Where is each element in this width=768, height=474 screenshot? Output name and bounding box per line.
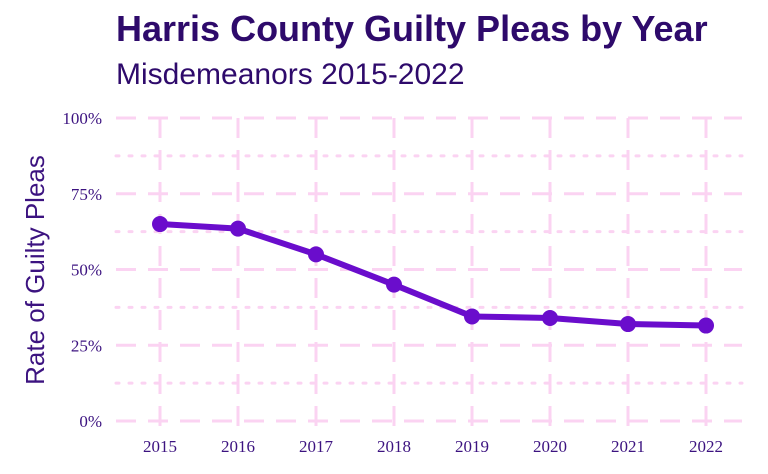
y-tick-label: 0%: [79, 412, 102, 431]
y-tick-label: 50%: [71, 261, 102, 280]
data-point: [542, 309, 558, 326]
data-point: [698, 317, 714, 334]
chart-subtitle: Misdemeanors 2015-2022: [116, 58, 465, 91]
data-point: [230, 220, 246, 237]
y-tick-label: 75%: [71, 185, 102, 204]
x-tick-label: 2018: [377, 437, 411, 456]
series-layer: [152, 216, 714, 334]
series-line: [157, 221, 709, 329]
x-tick-label: 2015: [143, 437, 177, 456]
x-tick-label: 2022: [689, 437, 723, 456]
data-point: [308, 246, 324, 263]
x-tick-label: 2016: [221, 437, 255, 456]
data-point: [386, 276, 402, 293]
x-tick-label: 2021: [611, 437, 645, 456]
x-tick-label: 2017: [299, 437, 334, 456]
x-tick-labels: 2015 2016 2017 2018 2019 2020 2021 2022: [143, 437, 723, 456]
chart-title: Harris County Guilty Pleas by Year: [116, 8, 708, 49]
y-axis-label: Rate of Guilty Pleas: [20, 155, 50, 385]
grid-lines: [114, 116, 744, 429]
data-point: [152, 216, 168, 233]
x-tick-label: 2019: [455, 437, 489, 456]
y-tick-labels: 0% 25% 50% 75% 100%: [62, 109, 102, 431]
y-tick-label: 100%: [62, 109, 102, 128]
data-point: [620, 316, 636, 333]
x-tick-label: 2020: [533, 437, 567, 456]
data-point: [464, 308, 480, 325]
y-tick-label: 25%: [71, 336, 102, 355]
